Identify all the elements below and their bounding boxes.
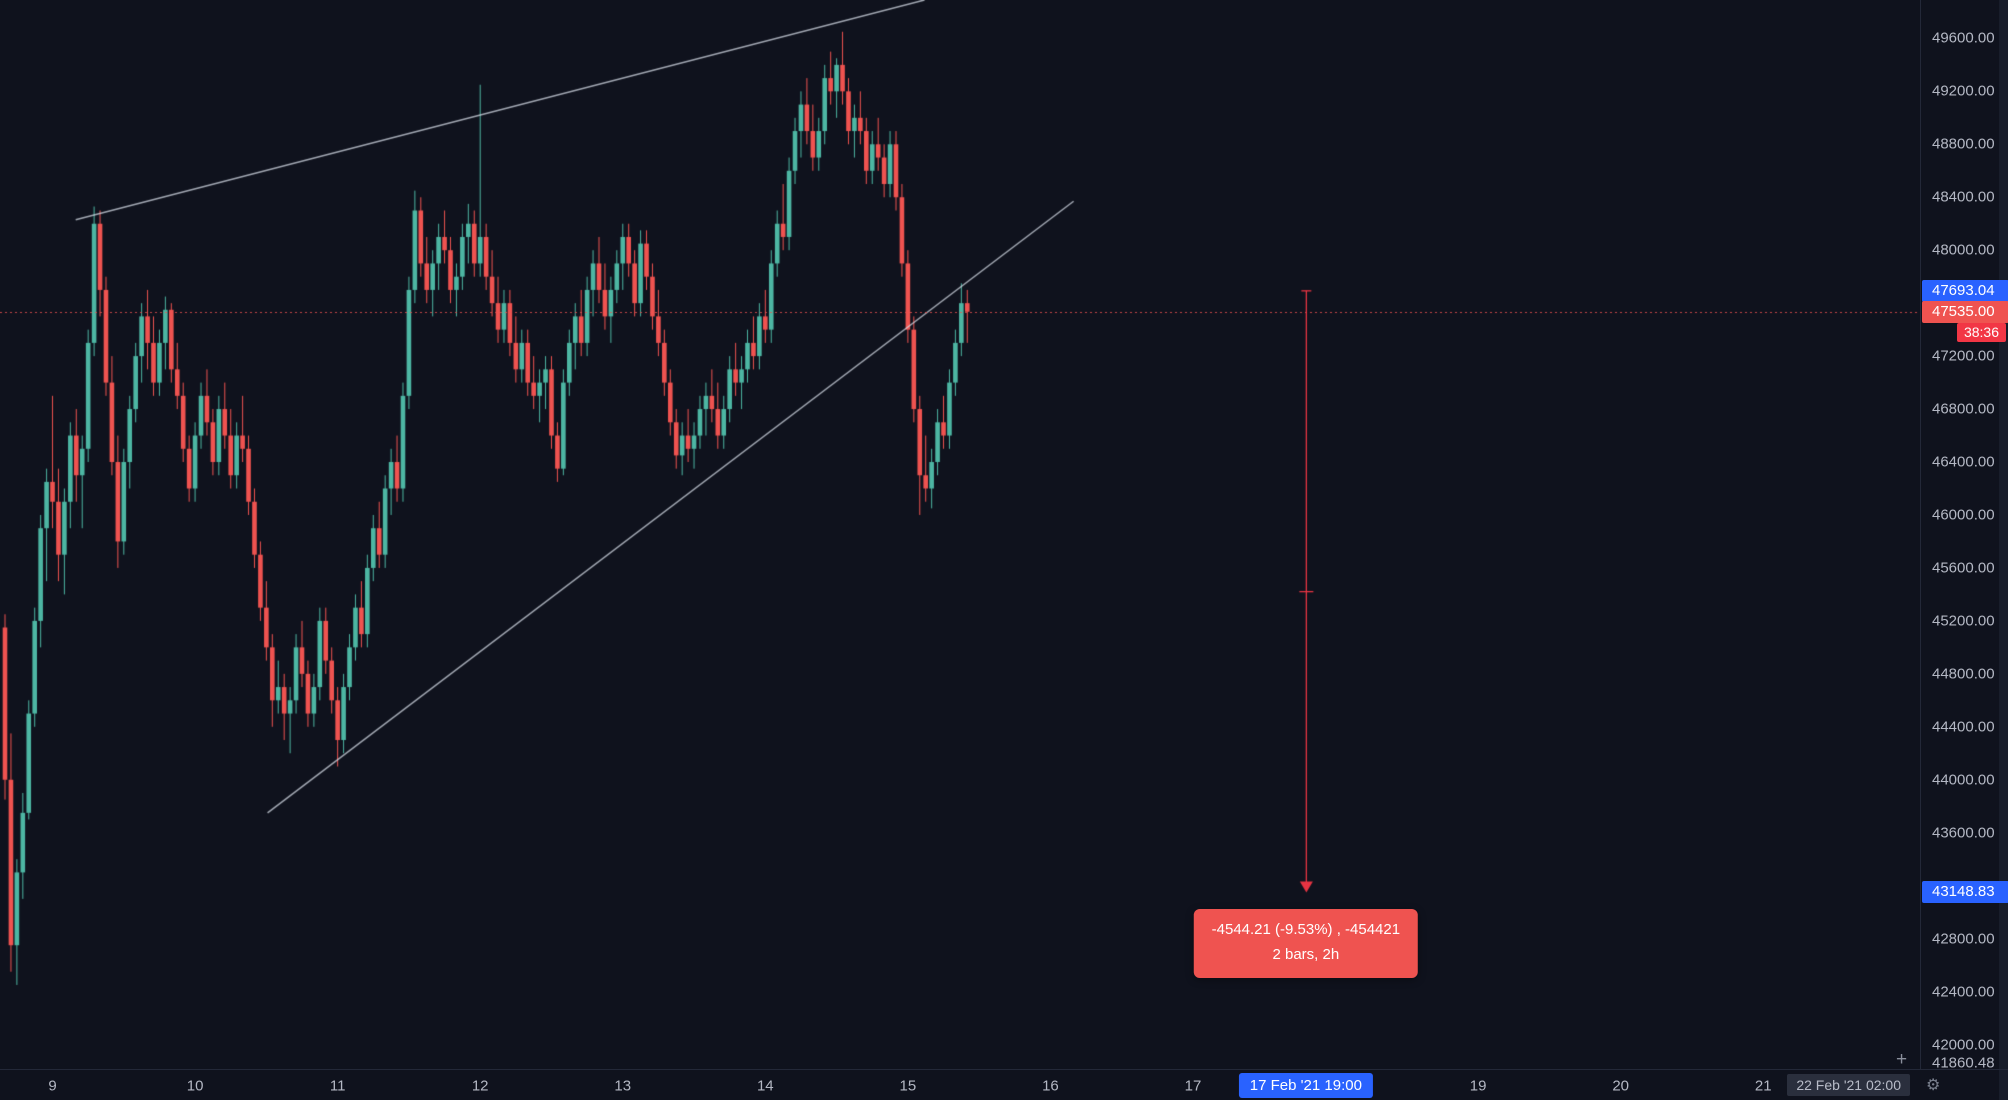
scrollbar[interactable] xyxy=(1999,0,2008,1100)
time-tick-label: 17 xyxy=(1184,1077,1202,1094)
time-tick-label: 12 xyxy=(471,1077,489,1094)
price-tick-label: 46000.00 xyxy=(1932,506,1995,524)
bar-close-countdown-badge: 38:36 xyxy=(1956,323,2006,343)
time-tick-label: 16 xyxy=(1042,1077,1059,1094)
price-tick-label: 42800.00 xyxy=(1932,930,1995,948)
price-tick-label: 46400.00 xyxy=(1932,453,1995,471)
price-tick-label: 49600.00 xyxy=(1932,29,1995,47)
measure-time-badge: 17 Feb '21 19:00 xyxy=(1238,1073,1373,1098)
price-tick-label: 43600.00 xyxy=(1932,824,1995,842)
time-tick-label: 10 xyxy=(186,1077,204,1094)
price-tick-label: 49200.00 xyxy=(1932,82,1995,100)
last-price-badge: 47535.00 xyxy=(1922,300,2008,323)
price-tick-label: 48400.00 xyxy=(1932,188,1995,206)
hover-price-label: 41860.48 xyxy=(1932,1054,1995,1072)
price-tick-label: 44400.00 xyxy=(1932,718,1995,736)
price-tick-label: 42400.00 xyxy=(1932,983,1995,1001)
time-tick-label: 15 xyxy=(899,1077,917,1094)
candlestick-chart[interactable] xyxy=(0,0,1920,1069)
time-tick-label: 13 xyxy=(614,1077,632,1094)
latest-bar-time-label: 22 Feb '21 02:00 xyxy=(1787,1074,1910,1096)
price-axis[interactable]: 49600.00 49200.00 48800.00 48400.00 48000.00… xyxy=(1920,0,2008,1072)
price-tick-label: 47200.00 xyxy=(1932,347,1995,365)
measure-from-price-badge: 47693.04 xyxy=(1922,279,2008,302)
plus-icon[interactable]: + xyxy=(1896,1049,1908,1070)
measure-tooltip-bars: 2 bars, 2h xyxy=(1272,946,1340,964)
price-tick-label: 44800.00 xyxy=(1932,665,1995,683)
time-tick-label: 21 xyxy=(1754,1077,1772,1094)
gear-icon[interactable]: ⚙ xyxy=(1926,1077,1941,1094)
time-tick-label: 14 xyxy=(756,1077,774,1094)
price-tick-label: 44000.00 xyxy=(1932,771,1995,789)
time-tick-label: 11 xyxy=(329,1077,346,1094)
price-tick-label: 45600.00 xyxy=(1932,559,1995,577)
measure-tooltip[interactable]: -4544.21 (-9.53%) , -454421 2 bars, 2h xyxy=(1193,909,1419,978)
price-tick-label: 48800.00 xyxy=(1932,135,1995,153)
measure-to-price-badge: 43148.83 xyxy=(1922,881,2008,904)
price-tick-label: 42000.00 xyxy=(1932,1036,1995,1053)
time-tick-label: 20 xyxy=(1612,1077,1630,1094)
time-tick-label: 19 xyxy=(1469,1077,1487,1094)
price-tick-label: 45200.00 xyxy=(1932,612,1995,630)
measure-tooltip-change: -4544.21 (-9.53%) , -454421 xyxy=(1211,921,1401,939)
price-tick-label: 48000.00 xyxy=(1932,241,1995,259)
time-axis[interactable]: 9 10 11 12 13 14 15 16 17 19 20 21 17 Feb '21 19:00… xyxy=(0,1069,2008,1100)
time-tick-label: 9 xyxy=(48,1077,57,1094)
price-tick-label: 46800.00 xyxy=(1932,400,1995,418)
